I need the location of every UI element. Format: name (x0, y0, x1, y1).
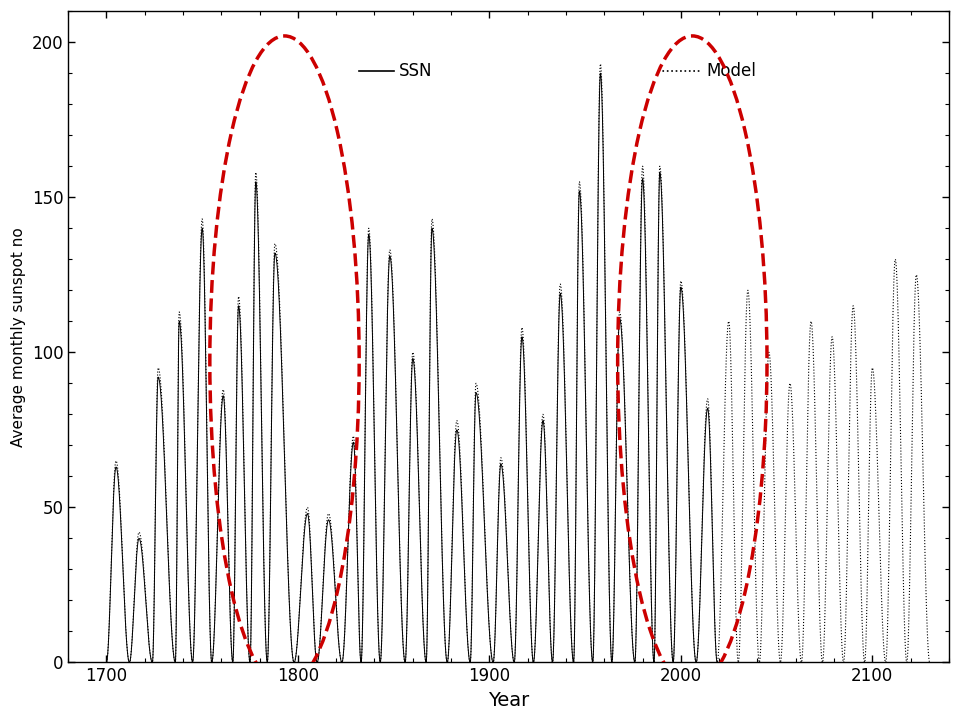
Text: Model: Model (707, 62, 756, 80)
X-axis label: Year: Year (488, 691, 529, 710)
Y-axis label: Average monthly sunspot no: Average monthly sunspot no (12, 227, 26, 447)
Text: SSN: SSN (398, 62, 432, 80)
